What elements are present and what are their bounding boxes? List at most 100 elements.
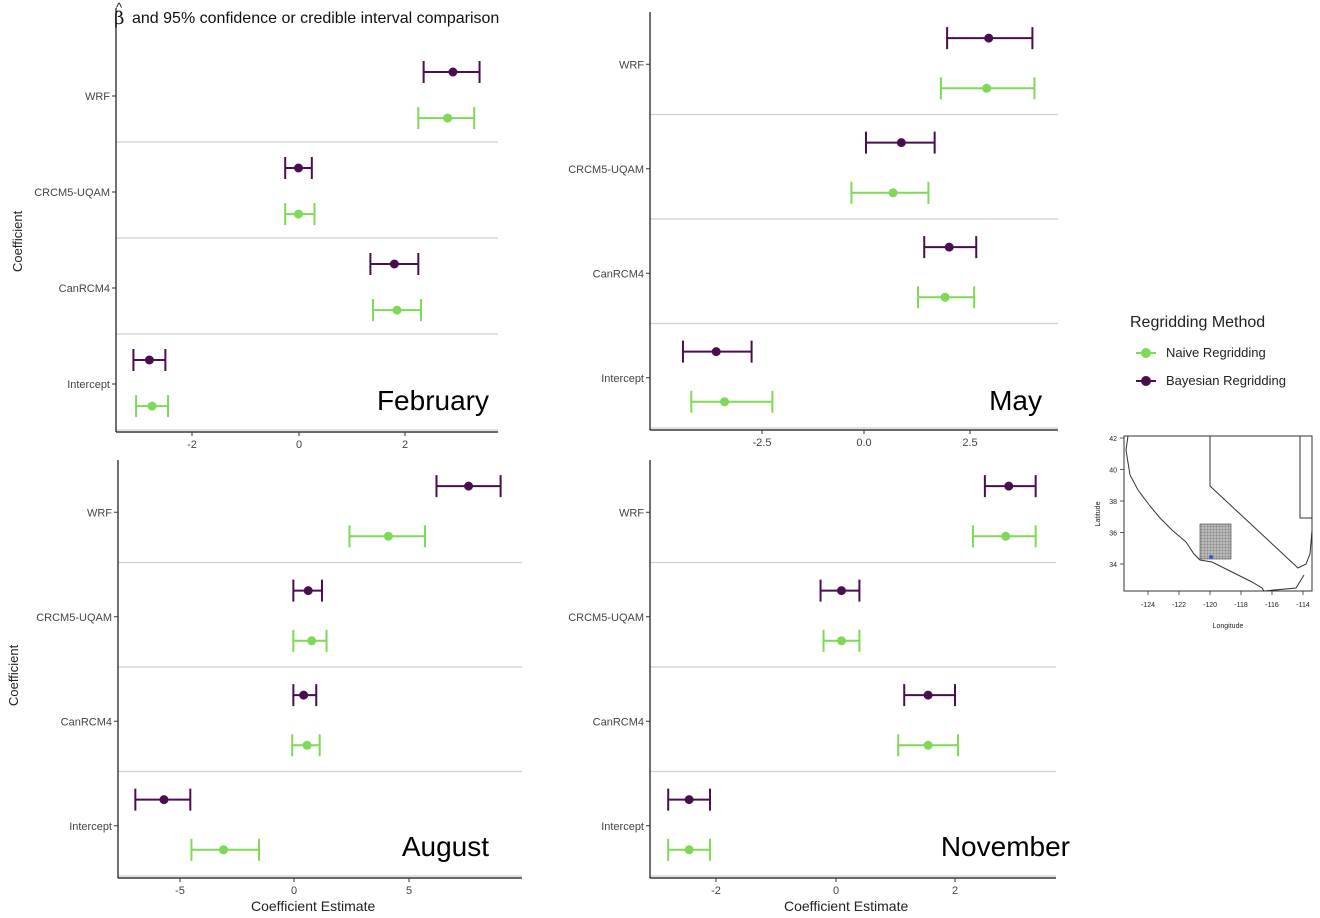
inset-state-border [1209,436,1313,569]
estimate-point-naive-regridding [443,113,453,123]
inset-southern-border [1263,574,1305,592]
estimate-point-bayesian-regridding [923,690,933,700]
y-tick-label-wrf: WRF [619,507,644,519]
y-tick-label-crcm5-uqam: CRCM5-UQAM [568,164,644,176]
y-tick-label-canrcm4: CanRCM4 [593,268,644,280]
inset-ticks: -124 -122 -120 -118 -116 -114 34 36 38 40 42 [1109,436,1310,609]
inset-y-tick-label: 34 [1109,562,1117,569]
estimate-point-bayesian-regridding [464,481,474,491]
inset-location-marker [1209,555,1213,559]
y-tick-label-canrcm4: CanRCM4 [61,716,112,728]
panel-november: -2 0 2 WRF CRCM5-UQAM CanRCM4 Intercept Novembe… [568,460,1070,897]
x-axis-label-left: Coefficient Estimate [251,898,376,914]
y-tick-label-wrf: WRF [85,91,110,103]
estimate-point-bayesian-regridding [299,690,309,700]
figure-title: and 95% confidence or credible interval … [132,10,500,27]
estimate-point-bayesian-regridding [836,586,846,596]
x-tick-label: 2 [402,439,408,451]
estimate-point-bayesian-regridding [448,67,458,77]
inset-y-tick-label: 38 [1109,499,1117,506]
estimate-point-bayesian-regridding [944,242,954,252]
x-tick-label: -2 [711,885,721,897]
x-tick-label: 0 [833,885,839,897]
y-tick-label-crcm5-uqam: CRCM5-UQAM [36,612,112,624]
legend-key-bayesian [1134,374,1158,388]
y-tick-label-intercept: Intercept [67,379,110,391]
y-tick-label-crcm5-uqam: CRCM5-UQAM [34,187,110,199]
estimate-point-bayesian-regridding [1004,481,1014,491]
inset-x-tick-label: -114 [1296,602,1310,609]
estimate-point-naive-regridding [1001,531,1011,541]
x-tick-label: 0 [291,885,297,897]
estimate-point-naive-regridding [392,305,402,315]
x-tick-label: 0.0 [856,437,871,449]
x-tick-label: -5 [175,885,185,897]
inset-x-tick-label: -120 [1203,602,1217,609]
title-symbol: β [114,8,125,29]
x-tick-label: 0 [296,439,302,451]
inset-x-tick-label: -118 [1234,602,1248,609]
estimate-point-bayesian-regridding [159,795,169,805]
estimate-point-bayesian-regridding [984,33,994,43]
x-tick-label: 5 [406,885,412,897]
y-tick-label-intercept: Intercept [601,373,644,385]
legend-label-bayesian: Bayesian Regridding [1166,373,1286,388]
estimate-point-naive-regridding [923,740,933,750]
inset-x-tick-label: -122 [1172,602,1186,609]
panel-label-november: November [941,831,1070,862]
panel-february: -2 0 2 WRF CRCM5-UQAM CanRCM4 Intercept Februar… [34,8,498,451]
panel-label-may: May [989,385,1042,416]
estimate-point-bayesian-regridding [144,355,154,365]
estimate-point-bayesian-regridding [896,138,906,148]
y-tick-label-crcm5-uqam: CRCM5-UQAM [568,612,644,624]
y-tick-label-intercept: Intercept [69,821,112,833]
legend-key-naive [1134,346,1158,360]
legend-item-bayesian: Bayesian Regridding [1134,373,1286,388]
inset-x-label: Longitude [1213,623,1244,630]
x-tick-label: 2.5 [962,437,977,449]
inset-x-tick-label: -124 [1141,602,1155,609]
inset-y-tick-label: 40 [1109,468,1117,475]
estimate-point-bayesian-regridding [303,586,313,596]
estimate-point-naive-regridding [684,845,694,855]
y-tick-label-wrf: WRF [87,507,112,519]
legend-item-naive: Naive Regridding [1134,345,1266,360]
x-tick-label: 2 [952,885,958,897]
x-tick-label: -2.5 [753,437,772,449]
estimate-point-naive-regridding [383,531,393,541]
estimate-point-naive-regridding [294,209,303,219]
inset-x-tick-label: -116 [1265,602,1279,609]
panel-label-february: February [377,385,489,416]
estimate-point-bayesian-regridding [684,795,694,805]
inset-coastline [1125,435,1265,592]
y-tick-label-canrcm4: CanRCM4 [59,283,110,295]
legend-label-naive: Naive Regridding [1166,345,1266,360]
estimate-point-bayesian-regridding [711,347,721,357]
estimate-point-naive-regridding [940,292,950,302]
estimate-point-bayesian-regridding [389,259,399,269]
estimate-point-naive-regridding [836,636,846,646]
panel-label-august: August [402,831,489,862]
panel-august: -5 0 5 WRF CRCM5-UQAM CanRCM4 Intercept August [36,460,522,897]
inset-study-region [1199,523,1232,560]
estimate-point-naive-regridding [982,83,992,93]
y-tick-label-canrcm4: CanRCM4 [593,716,644,728]
estimate-point-naive-regridding [302,740,312,750]
estimate-point-naive-regridding [720,397,730,407]
inset-y-tick-label: 42 [1109,436,1117,443]
x-tick-label: -2 [187,439,197,451]
panel-may: -2.5 0.0 2.5 WRF CRCM5-UQAM CanRCM4 Intercept M… [568,12,1058,449]
legend-title: Regridding Method [1130,314,1266,331]
x-axis-label-right: Coefficient Estimate [784,898,909,914]
y-tick-label-intercept: Intercept [601,821,644,833]
inset-y-label: Latitude [1095,501,1102,526]
estimate-point-naive-regridding [219,845,229,855]
inset-y-tick-label: 36 [1109,531,1117,538]
inset-map-frame [1123,435,1313,592]
estimate-point-naive-regridding [147,401,157,411]
estimate-point-naive-regridding [888,188,898,198]
estimate-point-bayesian-regridding [294,163,303,173]
title-hat: ^ [116,0,123,15]
